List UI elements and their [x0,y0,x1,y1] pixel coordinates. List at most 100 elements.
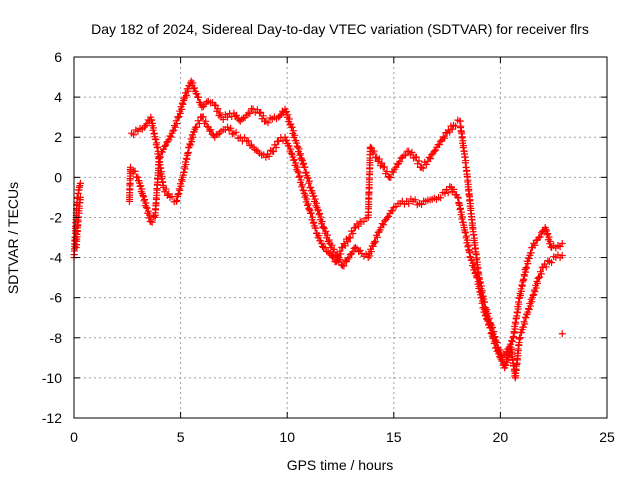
data-point-interp [439,133,447,141]
data-point-interp [318,239,326,247]
data-point [262,153,270,161]
data-point-interp [405,200,413,208]
data-point-interp [380,163,388,171]
data-point-interp [346,234,354,242]
data-point-interp [503,358,511,366]
data-point-interp [288,123,296,131]
data-point-interp [297,176,305,184]
data-point-interp [322,227,330,235]
data-point [76,193,84,201]
data-point-interp [485,314,493,322]
x-tick-label: 0 [70,429,78,445]
data-point-interp [167,133,175,141]
data-point-interp [203,98,211,106]
data-point-interp [298,155,306,163]
y-tick-label: 2 [54,129,62,145]
data-point-interp [389,168,397,176]
data-point [281,133,289,141]
data-point-interp [214,131,222,139]
data-point-interp [175,113,183,121]
data-point-interp [510,329,518,337]
data-point-interp [314,205,322,213]
data-point-interp [148,218,156,226]
data-point-interp [335,254,343,262]
data-point [332,258,340,266]
data-point-interp [238,115,246,123]
x-tick-label: 20 [493,429,509,445]
x-axis-label: GPS time / hours [287,457,394,473]
data-point-interp [516,334,524,342]
data-point-interp [285,142,293,150]
y-tick-label: 4 [54,89,62,105]
plot-frame [73,56,608,419]
data-point [287,149,295,157]
data-point-interp [458,133,466,141]
data-point-interp [284,111,292,119]
data-point-interp [312,224,320,232]
data-point-interp [190,84,198,92]
data-point-interp [545,233,553,241]
data-point-interp [270,148,278,156]
data-point-interp [441,134,449,142]
data-point-interp [533,279,541,287]
data-point [383,213,391,221]
data-point-interp [355,222,363,230]
data-point-interp [462,157,470,165]
data-point-interp [385,212,393,220]
data-point-interp [244,109,252,117]
grid-layer [74,57,607,418]
data-point-interp [496,346,504,354]
data-point-interp [548,259,556,267]
data-point-interp [502,362,510,370]
data-point-interp [526,302,534,310]
data-point-interp [171,123,179,131]
data-point [275,137,283,145]
x-tick-label: 25 [599,429,615,445]
data-point-interp [373,233,381,241]
data-point-interp [195,93,203,101]
y-axis-label: SDTVAR / TECUs [5,182,21,294]
data-point [351,244,359,252]
data-point-interp [324,248,332,256]
data-point-interp [311,195,319,203]
data-point-interp [508,350,516,358]
data-point-interp [476,278,484,286]
data-point [351,223,359,231]
data-point-interp [318,218,326,226]
data-point-interp [518,329,526,337]
data-point-interp [367,248,375,256]
data-point-interp [542,263,550,271]
data-layer [70,77,566,382]
data-point [126,163,134,171]
data-point-interp [463,236,471,244]
data-point-interp [415,157,423,165]
data-point-interp [517,292,525,300]
data-point-interp [370,147,378,155]
data-point-interp [477,282,485,290]
data-point-interp [301,163,309,171]
tick-layer: 0 5 10 15 20 25 -12 -10 -8 -6 -4 -2 0 2 4 6 [42,49,615,445]
data-point-interp [178,105,186,113]
data-point [505,344,513,352]
data-point-interp [179,100,187,108]
data-point-interp [483,306,491,314]
data-point-interp [484,309,492,317]
data-point-interp [293,139,301,147]
data-point-interp [456,117,464,125]
data-point-interp [402,151,410,159]
data-point-interp [536,273,544,281]
data-point-interp [372,238,380,246]
y-tick-label: -8 [50,330,63,346]
data-point-interp [189,133,197,141]
data-point-interp [387,173,395,181]
data-point-interp [544,257,552,265]
data-point [535,274,543,282]
data-point-interp [369,242,377,250]
data-point [522,314,530,322]
data-point-interp [214,105,222,113]
data-point-interp [378,159,386,167]
data-point-interp [325,236,333,244]
data-point-interp [529,292,537,300]
data-point-interp [182,92,190,100]
data-point [366,143,374,151]
